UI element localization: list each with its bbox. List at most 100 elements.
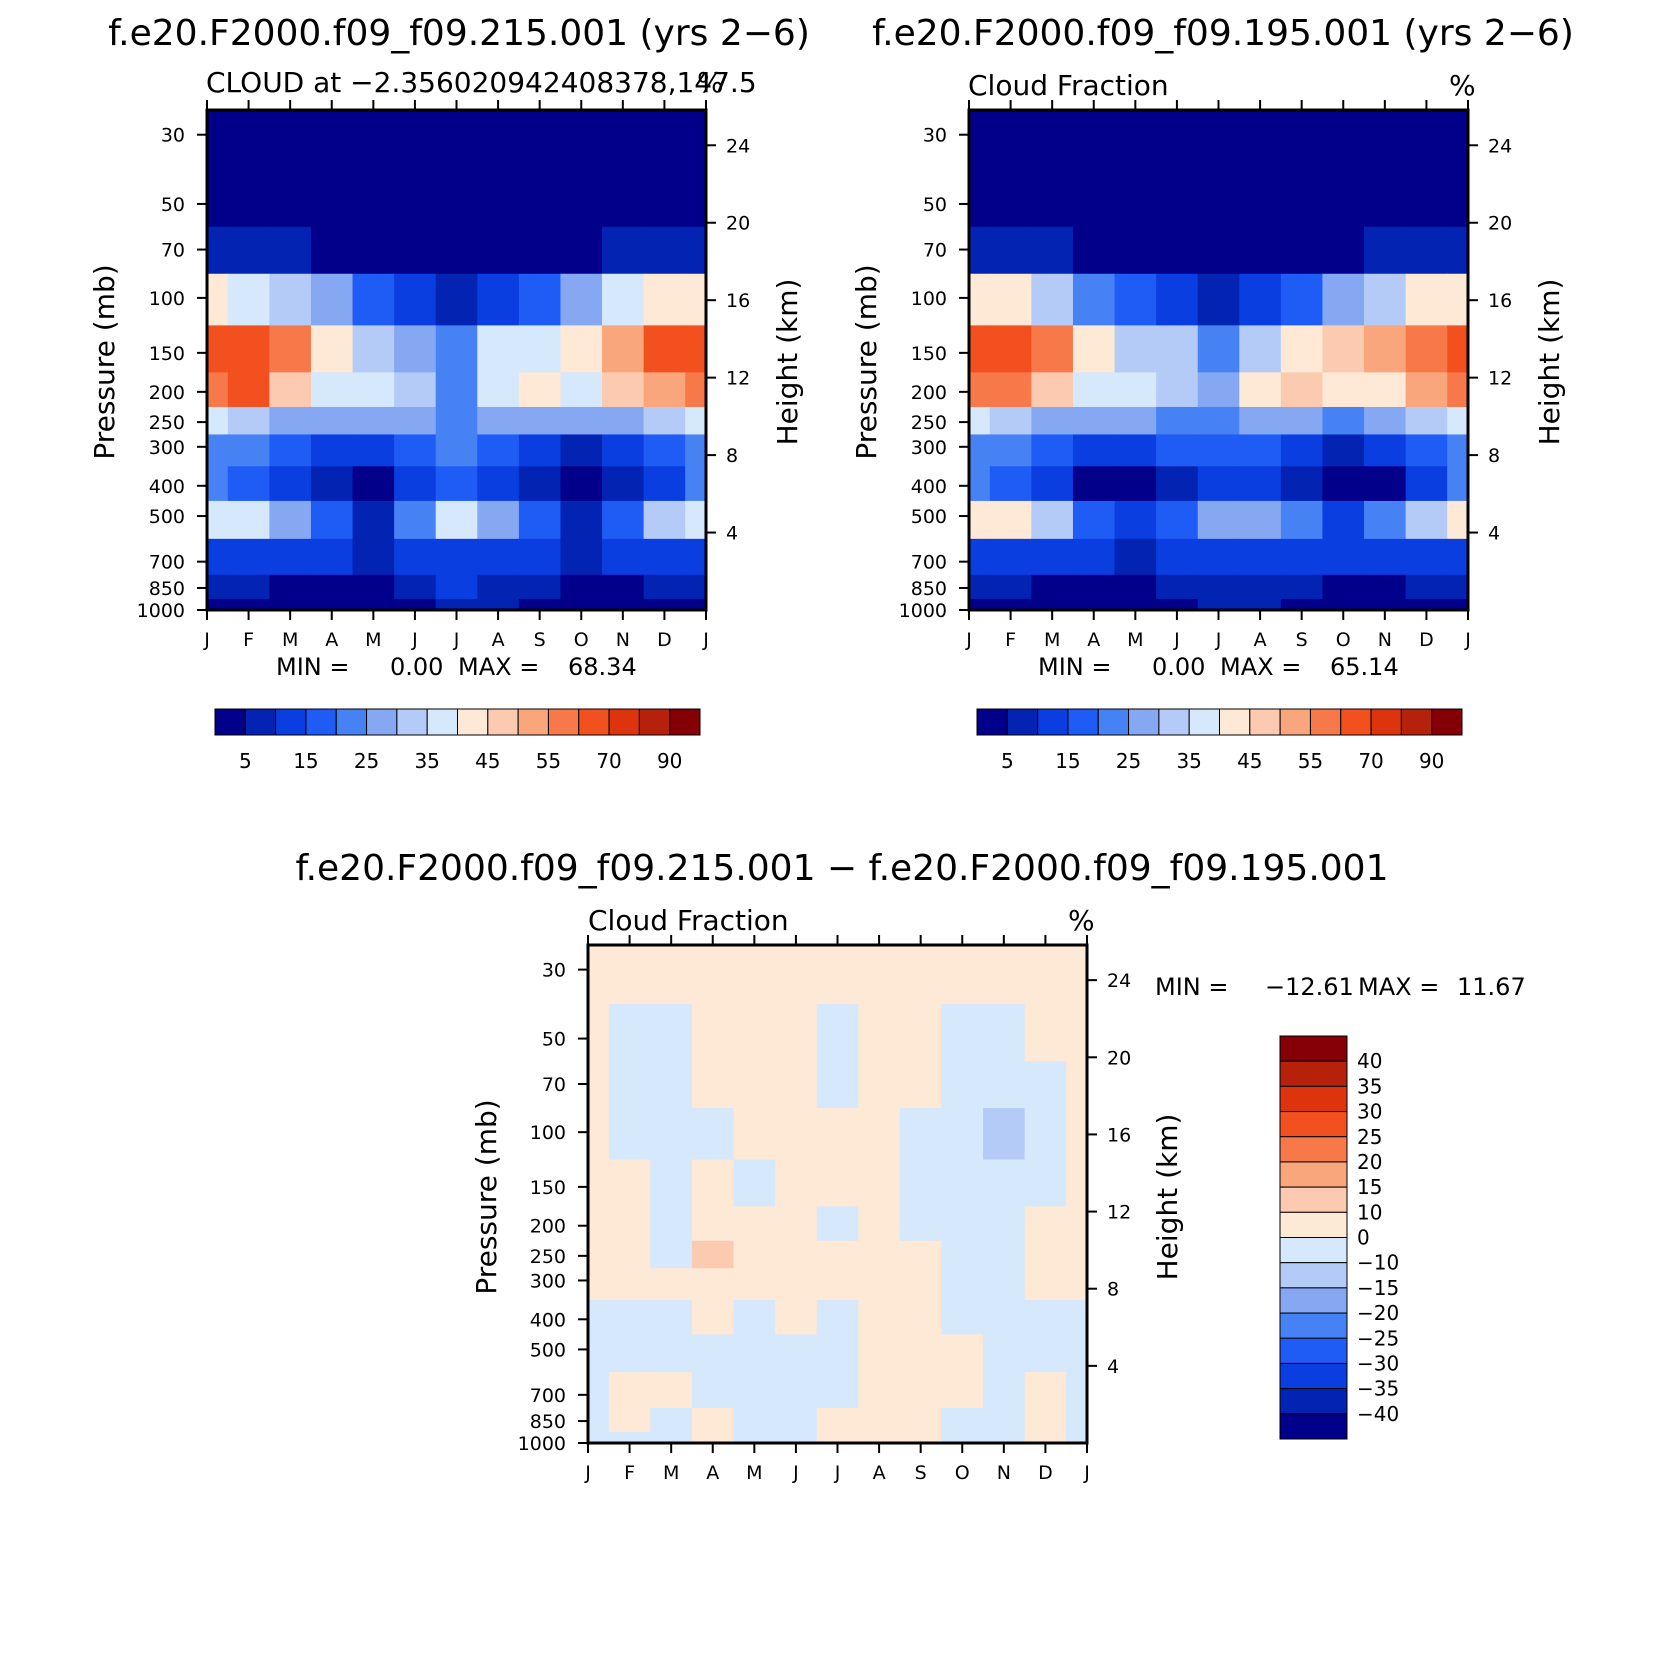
colorbar-box — [1097, 708, 1130, 736]
x-tick-label: J — [1464, 629, 1471, 651]
field-cell — [602, 538, 645, 576]
y-tick-label: 850 — [149, 578, 185, 600]
colorbar-label: 20 — [1357, 1150, 1382, 1174]
field-cell — [775, 1240, 818, 1269]
colorbar-box — [1279, 1161, 1348, 1188]
field-cell — [1197, 500, 1240, 540]
field-cell — [775, 1159, 818, 1207]
colorbar-box — [1279, 1060, 1348, 1087]
field-cell — [207, 372, 229, 408]
colorbar-box — [1128, 708, 1160, 736]
field-cell — [685, 574, 707, 600]
field-cell — [518, 466, 562, 502]
x-tick-label: J — [411, 629, 418, 651]
colorbar-box — [1006, 708, 1039, 736]
field-cell — [1031, 226, 1074, 275]
field-cell — [1364, 538, 1407, 576]
field-cell — [989, 466, 1032, 502]
field-cell — [691, 1004, 735, 1062]
field-cell — [1156, 325, 1199, 373]
field-cell — [560, 466, 603, 502]
y-tick-label: 50 — [161, 194, 185, 216]
field-cell — [1405, 110, 1448, 170]
field-cell — [1114, 273, 1157, 326]
field-cell — [816, 945, 859, 1005]
field-cell — [1072, 538, 1116, 576]
y-tick-label: 400 — [911, 476, 947, 498]
field-cell — [1066, 1159, 1088, 1207]
field-cell — [941, 1334, 984, 1373]
field-cell — [588, 1240, 610, 1269]
field-cell — [588, 1372, 610, 1409]
field-cell — [1066, 1108, 1088, 1161]
height-tick-label: 8 — [1488, 445, 1500, 467]
x-tick-label: J — [1215, 629, 1222, 651]
field-cell — [775, 1372, 818, 1409]
field-cell — [310, 466, 354, 502]
field-cell — [588, 945, 610, 1005]
field-cell — [518, 538, 562, 576]
field-cell — [1405, 434, 1448, 467]
colorbar-box — [1279, 708, 1311, 736]
field-cell — [1031, 574, 1074, 600]
colorbar-box — [1279, 1186, 1348, 1213]
field-cell — [983, 1108, 1026, 1161]
field-cell — [352, 434, 395, 467]
panel3-subtitle: Cloud Fraction — [588, 904, 789, 937]
colorbar-box — [1037, 708, 1069, 736]
field-cell — [1447, 273, 1469, 326]
panel1-min-value: 0.00 — [390, 653, 443, 681]
colorbar-box — [1279, 1362, 1348, 1390]
field-cell — [1322, 325, 1365, 373]
field-cell — [207, 500, 229, 540]
field-cell — [899, 1240, 943, 1269]
field-cell — [1066, 1268, 1088, 1301]
colorbar-box — [457, 708, 489, 736]
y-tick-label: 70 — [542, 1074, 566, 1096]
field-cell — [602, 273, 645, 326]
field-cell — [310, 372, 354, 408]
x-tick-label: D — [1419, 629, 1434, 651]
colorbar-label: 5 — [1001, 749, 1014, 773]
panel1-max-value: 68.34 — [568, 653, 637, 681]
field-cell — [1322, 406, 1365, 436]
y-tick-label: 500 — [911, 506, 947, 528]
field-cell — [969, 574, 991, 600]
y-tick-label: 250 — [911, 412, 947, 434]
field-cell — [643, 273, 686, 326]
field-cell — [899, 1206, 943, 1242]
y-tick-label: 30 — [542, 960, 566, 982]
field-cell — [643, 466, 686, 502]
field-cell — [816, 1061, 859, 1109]
field-cell — [1197, 273, 1240, 326]
field-cell — [227, 406, 270, 436]
field-cell — [691, 1432, 735, 1444]
field-cell — [816, 1108, 859, 1161]
field-cell — [733, 1108, 776, 1161]
x-tick-label: S — [534, 629, 546, 651]
field-cell — [1447, 406, 1469, 436]
colorbar-label: −35 — [1357, 1377, 1399, 1401]
y-tick-label: 300 — [911, 437, 947, 459]
field-cell — [394, 500, 437, 540]
panel2-ylabel-right: Height (km) — [1533, 279, 1566, 446]
field-cell — [1072, 500, 1116, 540]
field-cell — [1114, 325, 1157, 373]
field-cell — [518, 273, 562, 326]
x-tick-label: O — [574, 629, 589, 651]
field-cell — [1405, 466, 1448, 502]
field-cell — [1197, 372, 1240, 408]
colorbar-label: 10 — [1357, 1200, 1382, 1224]
field-cell — [588, 1004, 610, 1062]
field-cell — [588, 1159, 610, 1207]
field-cell — [733, 1159, 776, 1207]
field-cell — [394, 273, 437, 326]
y-tick-label: 150 — [530, 1177, 566, 1199]
x-tick-label: J — [1083, 1462, 1090, 1484]
field-cell — [1066, 1004, 1088, 1062]
field-cell — [602, 500, 645, 540]
field-cell — [691, 1240, 735, 1269]
y-tick-label: 200 — [530, 1216, 566, 1238]
colorbar-label: −20 — [1357, 1301, 1399, 1325]
